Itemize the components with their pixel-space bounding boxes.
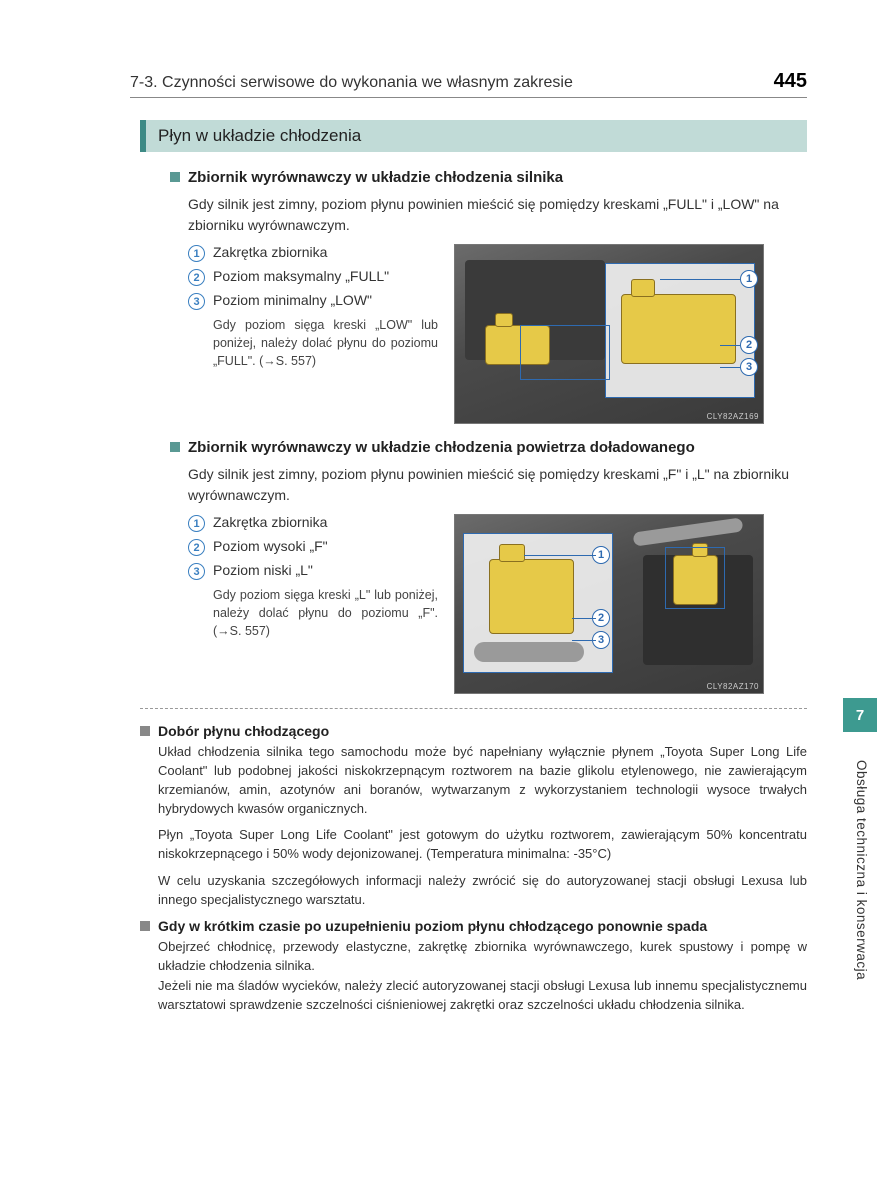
diagram-code: CLY82AZ169 — [707, 412, 759, 421]
number-1-icon: 1 — [188, 245, 205, 262]
section2-twocol: 1 Zakrętka zbiornika 2 Poziom wysoki „F"… — [188, 514, 807, 694]
callout-2-icon: 2 — [740, 336, 758, 354]
number-3-icon: 3 — [188, 293, 205, 310]
lower1-p1: Układ chłodzenia silnika tego samochodu … — [158, 743, 807, 818]
list-item: 3 Poziom minimalny „LOW" — [188, 292, 438, 310]
section1-note: Gdy poziom sięga kreski „LOW" lub poniże… — [213, 316, 438, 370]
square-bullet-icon — [140, 921, 150, 931]
item-label: Poziom minimalny „LOW" — [213, 292, 372, 308]
list-item: 1 Zakrętka zbiornika — [188, 514, 438, 532]
section1-twocol: 1 Zakrętka zbiornika 2 Poziom maksymalny… — [188, 244, 807, 424]
square-bullet-icon — [170, 442, 180, 452]
lower-heading-2: Gdy w krótkim czasie po uzupełnieniu poz… — [140, 918, 807, 934]
coolant-intercooler-section: Zbiornik wyrównawczy w układzie chłodzen… — [170, 438, 807, 694]
lower2-p1: Obejrzeć chłodnicę, przewody elastyczne,… — [158, 938, 807, 976]
lower2-p2: Jeżeli nie ma śladów wycieków, należy zl… — [158, 977, 807, 1015]
sub-heading-2-text: Zbiornik wyrównawczy w układzie chłodzen… — [188, 439, 695, 456]
intercooler-coolant-diagram: 1 2 3 CLY82AZ170 — [454, 514, 764, 694]
page-number: 445 — [774, 70, 807, 93]
engine-coolant-diagram: 1 2 3 CLY82AZ169 — [454, 244, 764, 424]
section1-intro: Gdy silnik jest zimny, poziom płynu powi… — [188, 194, 807, 236]
main-heading: Płyn w układzie chłodzenia — [140, 120, 807, 152]
list-item: 2 Poziom wysoki „F" — [188, 538, 438, 556]
sub-heading-1-text: Zbiornik wyrównawczy w układzie chłodzen… — [188, 169, 563, 186]
chapter-number: 7 — [856, 707, 864, 724]
section2-note: Gdy poziom sięga kreski „L" lub poniżej,… — [213, 586, 438, 640]
section1-list: 1 Zakrętka zbiornika 2 Poziom maksymalny… — [188, 244, 438, 370]
callout-1-icon: 1 — [740, 270, 758, 288]
section-path: 7-3. Czynności serwisowe do wykonania we… — [130, 74, 573, 92]
lower-heading-2-text: Gdy w krótkim czasie po uzupełnieniu poz… — [158, 918, 707, 934]
item-label: Zakrętka zbiornika — [213, 244, 327, 260]
lower1-p3: W celu uzyskania szczegółowych informacj… — [158, 872, 807, 910]
list-item: 3 Poziom niski „L" — [188, 562, 438, 580]
coolant-selection-section: Dobór płynu chłodzącego Układ chłodzenia… — [140, 723, 807, 910]
lower-heading-1: Dobór płynu chłodzącego — [140, 723, 807, 739]
coolant-drop-section: Gdy w krótkim czasie po uzupełnieniu poz… — [140, 918, 807, 1015]
item-label: Poziom niski „L" — [213, 562, 313, 578]
item-label: Poziom wysoki „F" — [213, 538, 328, 554]
page-content: 7-3. Czynności serwisowe do wykonania we… — [0, 0, 877, 1200]
item-label: Zakrętka zbiornika — [213, 514, 327, 530]
section1-diagram-wrap: 1 2 3 CLY82AZ169 — [454, 244, 807, 424]
list-item: 1 Zakrętka zbiornika — [188, 244, 438, 262]
list-item: 2 Poziom maksymalny „FULL" — [188, 268, 438, 286]
section2-intro: Gdy silnik jest zimny, poziom płynu powi… — [188, 464, 807, 506]
number-1-icon: 1 — [188, 515, 205, 532]
lower-heading-1-text: Dobór płynu chłodzącego — [158, 723, 329, 739]
square-bullet-icon — [140, 726, 150, 736]
page-header: 7-3. Czynności serwisowe do wykonania we… — [130, 70, 807, 98]
number-3-icon: 3 — [188, 563, 205, 580]
sub-heading-1: Zbiornik wyrównawczy w układzie chłodzen… — [170, 168, 807, 186]
chapter-tab: 7 — [843, 698, 877, 732]
section2-diagram-wrap: 1 2 3 CLY82AZ170 — [454, 514, 807, 694]
number-2-icon: 2 — [188, 269, 205, 286]
divider-line — [140, 708, 807, 709]
chapter-label: Obsługa techniczna i konserwacja — [854, 760, 869, 980]
coolant-engine-section: Zbiornik wyrównawczy w układzie chłodzen… — [170, 168, 807, 424]
square-bullet-icon — [170, 172, 180, 182]
item-label: Poziom maksymalny „FULL" — [213, 268, 389, 284]
section2-list: 1 Zakrętka zbiornika 2 Poziom wysoki „F"… — [188, 514, 438, 640]
sub-heading-2: Zbiornik wyrównawczy w układzie chłodzen… — [170, 438, 807, 456]
callout-3-icon: 3 — [740, 358, 758, 376]
lower1-p2: Płyn „Toyota Super Long Life Coolant" je… — [158, 826, 807, 864]
number-2-icon: 2 — [188, 539, 205, 556]
diagram-code: CLY82AZ170 — [707, 682, 759, 691]
